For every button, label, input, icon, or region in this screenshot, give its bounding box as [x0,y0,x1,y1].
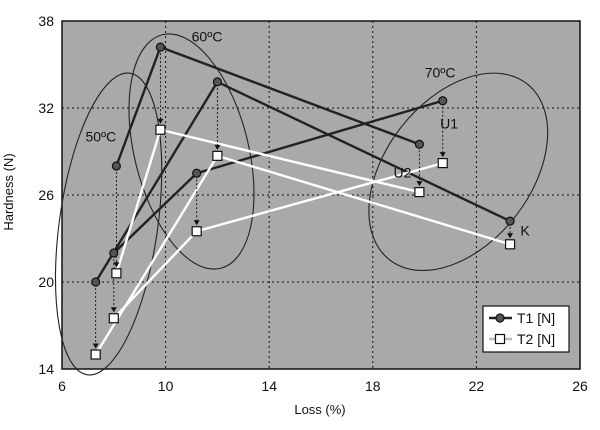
legend: T1 [N] T2 [N] [482,305,570,353]
shift-arrow-head [439,152,446,158]
series-t2-point [414,187,425,198]
series-t2-point [212,150,223,161]
group-ellipse [54,72,163,376]
x-axis-title: Loss (%) [294,402,345,417]
series-t2-point [191,226,202,237]
y-axis-title: Hardness (N) [1,153,16,230]
shift-arrow-head [193,220,200,226]
series-t2-line [195,161,444,233]
series-t1-point [212,77,222,87]
series-t1-line [216,80,512,223]
legend-marker-t2 [494,333,506,345]
series-t2-point [108,313,119,324]
series-t2-point [90,349,101,360]
point-annotation: K [520,223,530,239]
point-annotation: U2 [394,165,412,181]
shift-arrow-head [416,181,423,187]
series-t1-point [438,96,448,106]
y-tick-label: 20 [38,274,54,290]
series-t1-point [414,139,425,149]
y-tick-label: 32 [38,100,54,116]
x-tick-label: 26 [572,378,588,394]
x-tick-label: 14 [261,378,277,394]
point-annotation: U1 [440,115,458,131]
series-t1-point [155,42,166,52]
shift-arrow-head [214,144,221,150]
series-t2-line [115,128,162,275]
x-tick-label: 10 [158,378,174,394]
group-ellipse [368,72,549,272]
shift-arrow-head [110,307,117,313]
series-t2-point [111,268,122,279]
series-t2-line [112,230,198,320]
legend-box [482,305,570,353]
series-t2-point [437,158,448,169]
shift-arrow-head [157,118,164,124]
x-tick-label: 18 [365,378,381,394]
shift-arrow-head [92,343,99,349]
shift-arrow-head [113,262,120,268]
y-tick-label: 26 [38,187,54,203]
series-t2-point [504,239,516,250]
series-t2-line [159,128,421,194]
series-t1-point [505,216,515,226]
series-t2-point [155,124,166,135]
group-label: 70ºC [425,65,456,81]
legend-label-t2: T2 [N] [517,331,555,347]
group-label: 60ºC [192,28,223,44]
series-t1-point [109,248,119,258]
series-t2-line [216,154,512,246]
shift-arrow-head [507,233,514,239]
series-t1-line [115,45,162,168]
x-tick-label: 6 [58,378,66,394]
legend-marker-t1 [495,313,505,323]
group-ellipse [128,33,255,270]
legend-label-t1: T1 [N] [517,310,555,326]
y-tick-label: 14 [38,361,54,377]
x-tick-label: 22 [469,378,485,394]
series-t1-point [192,168,202,178]
y-tick-label: 38 [38,13,54,29]
series-t1-point [91,277,101,287]
series-t1-point [111,161,121,171]
series-t1-line [159,45,421,146]
group-label: 50ºC [85,128,116,144]
